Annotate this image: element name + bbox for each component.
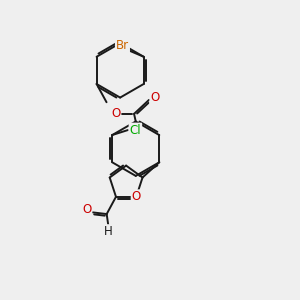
Text: Br: Br [116, 39, 129, 52]
Text: Cl: Cl [130, 124, 141, 136]
Text: O: O [150, 91, 160, 104]
Text: H: H [104, 225, 113, 238]
Text: O: O [132, 190, 141, 203]
Text: O: O [82, 203, 92, 216]
Text: O: O [111, 107, 120, 120]
